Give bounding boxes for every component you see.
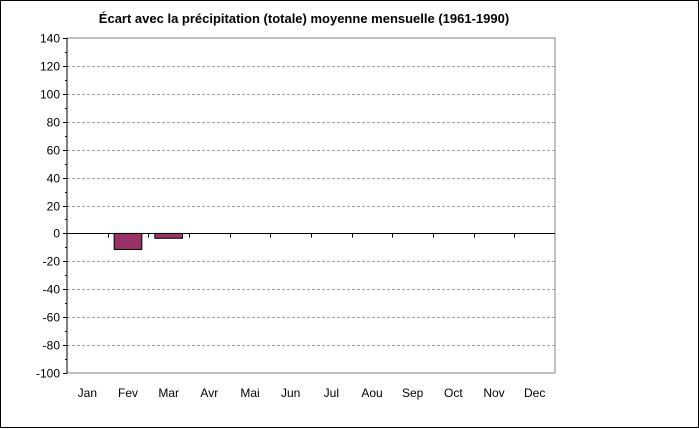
y-tick-label: -80 [43,339,61,353]
y-tick-label: 40 [47,172,61,186]
bar-fev [113,232,143,250]
x-tick-label-jun: Jun [281,386,300,400]
x-tick-label-mar: Mar [158,386,179,400]
y-tick-label: 120 [40,60,60,74]
y-tick-label: 20 [47,200,61,214]
y-tick-label: -40 [43,283,61,297]
x-tick-label-nov: Nov [483,386,504,400]
y-tick-label: 0 [53,227,60,241]
x-tick-label-fev: Fev [118,386,138,400]
x-tick-label-sep: Sep [402,386,424,400]
grid-lines [67,66,555,346]
chart-title: Écart avec la précipitation (totale) moy… [99,11,509,26]
x-tick-label-oct: Oct [444,386,463,400]
x-tick-label-mai: Mai [240,386,259,400]
bar-mar [154,232,183,239]
y-tick-label: -60 [43,311,61,325]
y-tick-label: 140 [40,32,60,46]
x-axis-ticks: Jan Fev Mar Avr Mai Jun Jul Aou Sep Oct Nov Dec [78,233,545,400]
bars [113,232,183,250]
x-tick-label-avr: Avr [200,386,218,400]
y-tick-label: 80 [47,116,61,130]
y-tick-label: -100 [36,367,60,381]
x-tick-label-jul: Jul [324,386,339,400]
x-tick-label-jan: Jan [78,386,97,400]
y-tick-label: 100 [40,88,60,102]
y-axis-ticks: 140 120 100 80 60 40 20 0 -20 -40 -60 -80 -100 [36,32,67,381]
plot-area [66,37,556,374]
y-tick-label: 60 [47,144,61,158]
x-tick-label-aou: Aou [361,386,382,400]
y-tick-label: -20 [43,255,61,269]
x-tick-label-dec: Dec [524,386,545,400]
